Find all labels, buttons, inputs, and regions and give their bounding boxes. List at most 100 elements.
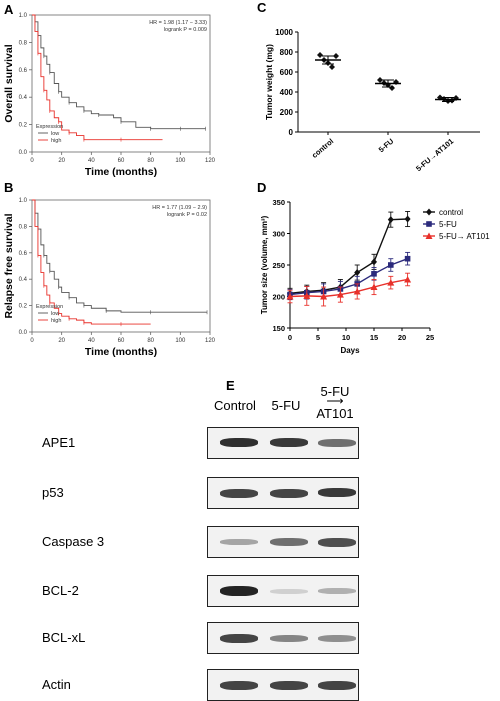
blot-strip	[207, 526, 359, 558]
data-point	[404, 275, 412, 283]
legend-entry: high	[51, 138, 61, 144]
data-point	[370, 283, 378, 291]
legend-entry: low	[51, 311, 59, 317]
blot-strip	[207, 427, 359, 459]
y-tick-label: 0	[289, 128, 294, 137]
data-point	[404, 255, 411, 262]
panel-letter-b: B	[4, 180, 14, 195]
y-tick-label: 0.6	[19, 251, 28, 257]
y-tick-label: 300	[272, 230, 285, 239]
blot-band	[270, 589, 308, 594]
x-axis-label: Days	[340, 346, 360, 355]
legend-entry: low	[51, 131, 59, 137]
data-point	[320, 293, 328, 300]
data-point	[387, 216, 394, 224]
blot-col-5fu-at101-bottom: AT101	[316, 406, 354, 421]
overall-survival-chart: 0 20 40 60 80 100 120 0.0 0.2 0.4 0.6 0.8 1.0 Time (m…	[3, 13, 216, 178]
blot-strip	[207, 575, 359, 607]
x-tick-label: 5	[316, 333, 320, 342]
blot-band	[270, 438, 308, 447]
blot-band	[220, 586, 258, 596]
data-point	[404, 215, 411, 223]
blot-band	[220, 438, 258, 447]
blot-band	[318, 681, 356, 690]
y-tick-label: 600	[280, 68, 294, 77]
legend-entry: 5-FU	[439, 220, 457, 229]
blot-band	[270, 635, 308, 642]
y-tick-label: 1.0	[19, 13, 28, 19]
data-point	[371, 271, 377, 277]
y-tick-label: 800	[280, 48, 294, 57]
y-tick-label: 0.4	[19, 277, 28, 283]
data-point	[336, 291, 344, 298]
y-tick-label: 400	[280, 88, 294, 97]
blot-band	[220, 681, 258, 690]
y-axis-label: Relapse free survival	[3, 213, 15, 318]
x-tick-label: 60	[118, 338, 125, 344]
legend-entry: 5-FU→ AT101	[439, 232, 490, 241]
data-point	[371, 258, 377, 266]
x-tick-label: 40	[88, 158, 95, 164]
hr-annotation: logrank P = 0.02	[167, 212, 207, 218]
data-point	[388, 262, 394, 268]
y-tick-label: 150	[272, 324, 285, 333]
data-point	[286, 293, 294, 300]
relapse-free-survival-chart: 0 20 40 60 80 100 120 0.0 0.2 0.4 0.6 0.8 1.0 Time (m…	[3, 198, 216, 358]
y-tick-label: 200	[272, 293, 285, 302]
x-tick-label: 20	[58, 338, 65, 344]
x-axis-label: Time (months)	[85, 346, 157, 358]
x-tick-label: 5-FU	[377, 137, 396, 155]
y-tick-label: 200	[280, 108, 294, 117]
series-line	[289, 278, 408, 298]
blot-band	[318, 538, 356, 547]
hr-annotation: HR = 1.77 (1.09 − 2.9)	[152, 205, 207, 211]
x-tick-label: 5-FU→AT101	[414, 137, 455, 174]
hr-annotation: HR = 1.98 (1.17 − 3.33)	[149, 20, 207, 26]
x-tick-label: 15	[370, 333, 378, 342]
y-axis-label: Tumor weight (mg)	[264, 44, 274, 120]
x-tick-label: 40	[88, 338, 95, 344]
blot-col-control: Control	[214, 398, 256, 413]
x-tick-label: 80	[147, 158, 154, 164]
x-axis-label: Time (months)	[85, 166, 157, 178]
x-tick-label: 10	[342, 333, 350, 342]
y-tick-label: 0.8	[19, 40, 28, 46]
y-tick-label: 0.8	[19, 224, 28, 230]
x-tick-label: 0	[288, 333, 292, 342]
panel-letter-d: D	[257, 180, 267, 195]
x-tick-label: 120	[205, 158, 216, 164]
blot-col-5fu-at101-top: 5-FU	[320, 384, 350, 399]
panel-letter-e: E	[226, 378, 235, 393]
blot-band	[318, 488, 356, 497]
x-tick-label: 60	[118, 158, 125, 164]
tumor-size-chart: 150 200 250 300 350 0 5 10 15 20 25 Days Tumor size …	[260, 198, 490, 355]
blot-arrow-icon: ⟶	[326, 394, 344, 408]
y-tick-label: 250	[272, 261, 285, 270]
y-tick-label: 1.0	[19, 198, 28, 204]
x-tick-label: 100	[175, 338, 186, 344]
x-tick-label: control	[310, 137, 335, 160]
legend-marker	[426, 208, 432, 216]
blot-row-label: Caspase 3	[42, 534, 105, 549]
y-axis-label: Tumor size (volume, mm³)	[260, 215, 269, 314]
y-tick-label: 0.0	[19, 150, 28, 156]
data-point	[387, 279, 395, 286]
data-point	[377, 77, 383, 83]
y-tick-label: 0.2	[19, 304, 28, 310]
x-tick-label: 20	[58, 158, 65, 164]
y-tick-label: 0.6	[19, 68, 28, 74]
blot-band	[318, 439, 356, 447]
legend-marker	[425, 232, 433, 239]
data-point	[303, 292, 311, 299]
blot-band	[220, 489, 258, 498]
data-point	[354, 269, 361, 277]
y-tick-label: 0.2	[19, 123, 28, 129]
legend-title: Expression	[36, 124, 63, 130]
blot-row-label: BCL-xL	[42, 630, 86, 645]
blot-row-label: APE1	[42, 435, 76, 450]
y-tick-label: 0.4	[19, 95, 28, 101]
data-point	[329, 64, 335, 70]
data-point	[317, 52, 323, 58]
y-axis-label: Overall survival	[3, 44, 15, 122]
